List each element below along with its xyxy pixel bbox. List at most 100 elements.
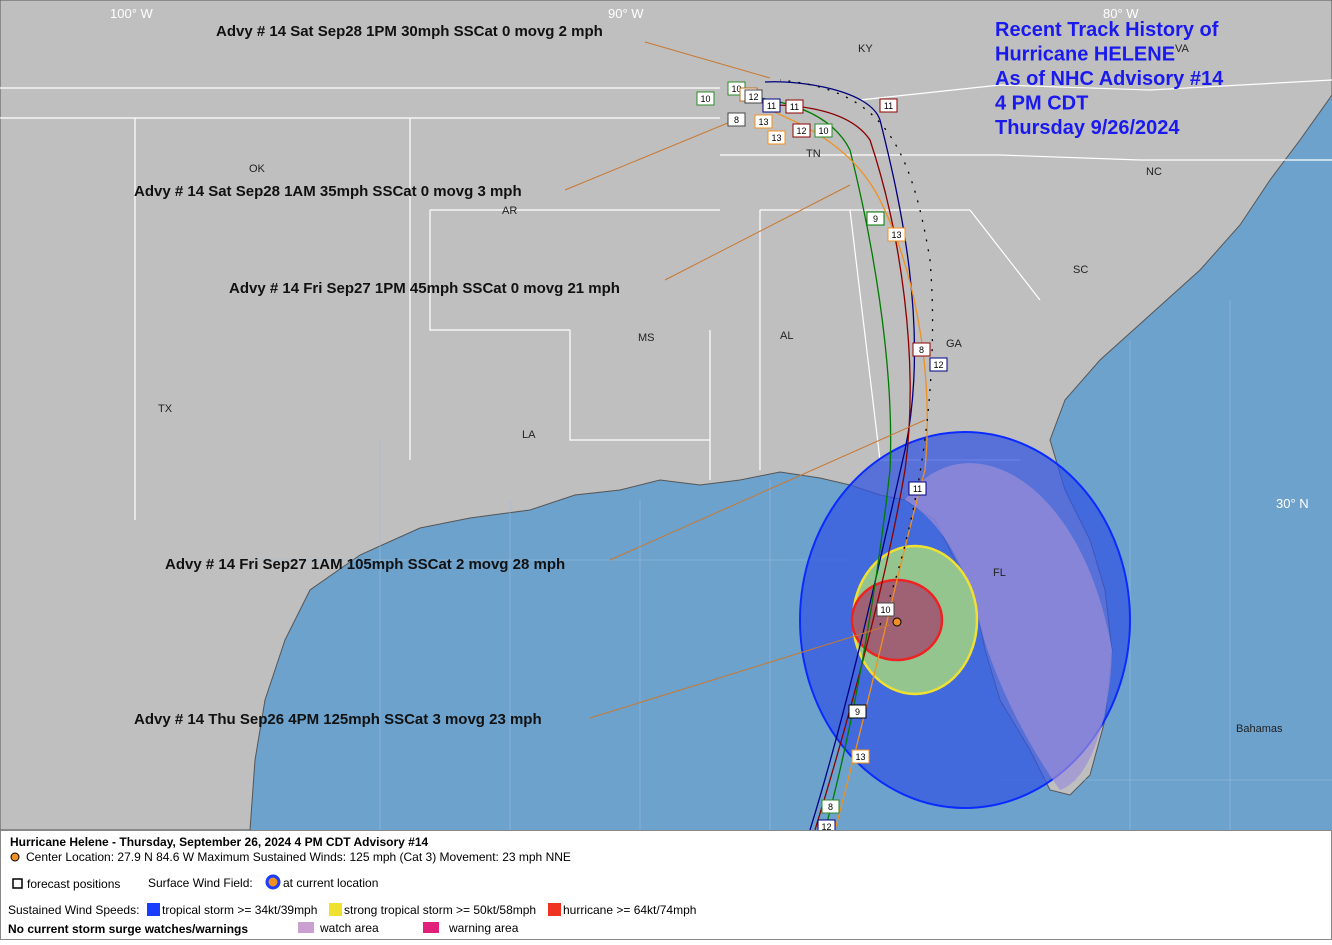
track-label: 10 bbox=[696, 91, 715, 106]
track-label: 8 bbox=[727, 112, 746, 127]
legend-panel bbox=[0, 830, 1332, 940]
track-label-text: 10 bbox=[700, 94, 710, 104]
advisory-annotation: Advy # 14 Fri Sep27 1AM 105mph SSCat 2 m… bbox=[165, 556, 565, 573]
track-label-box bbox=[851, 749, 870, 764]
advisory-annotation: Advy # 14 Fri Sep27 1PM 45mph SSCat 0 mo… bbox=[229, 280, 620, 297]
hu-swatch bbox=[548, 903, 561, 916]
track-label-box bbox=[821, 799, 840, 814]
track-label-box bbox=[814, 123, 833, 138]
track-label: 11 bbox=[908, 481, 927, 496]
track-label-box bbox=[727, 112, 746, 127]
legend-ts: tropical storm >= 34kt/39mph bbox=[162, 903, 317, 917]
track-label-text: 8 bbox=[734, 115, 739, 125]
track-label-box bbox=[908, 481, 927, 496]
place-label: LA bbox=[522, 429, 536, 441]
track-label-box bbox=[754, 114, 773, 129]
track-label-text: 9 bbox=[873, 214, 878, 224]
track-label: 11 bbox=[785, 99, 804, 114]
leader-lines bbox=[564, 41, 926, 719]
track-label-text: 8 bbox=[919, 345, 924, 355]
title-line: Thursday 9/26/2024 bbox=[995, 117, 1180, 139]
place-label: FL bbox=[993, 567, 1006, 579]
track-label-text: 11 bbox=[790, 102, 799, 112]
legend-sts: strong tropical storm >= 50kt/58mph bbox=[344, 903, 536, 917]
track-label: 12 bbox=[744, 89, 763, 104]
center-icon bbox=[10, 852, 20, 862]
track-label-text: 13 bbox=[891, 230, 901, 240]
track-label-text: 9 bbox=[855, 707, 860, 717]
track-label-box bbox=[848, 704, 867, 719]
track-label-box bbox=[792, 123, 811, 138]
track-label: 11 bbox=[879, 98, 898, 113]
title-line: Recent Track History of bbox=[995, 19, 1219, 41]
track-label-text: 13 bbox=[758, 117, 768, 127]
warning-swatch bbox=[423, 922, 439, 933]
place-label: TN bbox=[806, 148, 821, 160]
track-label: 13 bbox=[767, 130, 786, 145]
place-label: SC bbox=[1073, 264, 1088, 276]
place-label: KY bbox=[858, 43, 873, 55]
place-label: OK bbox=[249, 163, 266, 175]
title-line: As of NHC Advisory #14 bbox=[995, 68, 1224, 90]
track-label: 12 bbox=[792, 123, 811, 138]
track-label-box bbox=[887, 227, 906, 242]
forecast-icon bbox=[12, 878, 23, 889]
place-label: VA bbox=[1175, 43, 1190, 55]
track-label: 9 bbox=[866, 211, 885, 226]
track-label-box bbox=[929, 357, 948, 372]
track-label-text: 10 bbox=[731, 84, 741, 94]
track-label-text: 13 bbox=[771, 133, 781, 143]
title-line: Hurricane HELENE bbox=[995, 44, 1175, 66]
legend-heading: Hurricane Helene - Thursday, September 2… bbox=[10, 835, 428, 849]
track-label: 8 bbox=[912, 342, 931, 357]
watch-swatch bbox=[298, 922, 314, 933]
legend-watch: watch area bbox=[319, 921, 379, 935]
track-label-text: 13 bbox=[855, 752, 865, 762]
legend-surge: No current storm surge watches/warnings bbox=[8, 922, 248, 936]
legend-forecast: forecast positions bbox=[27, 877, 120, 891]
track-label: 13 bbox=[887, 227, 906, 242]
track-label-text: 10 bbox=[818, 126, 828, 136]
legend-speeds: Sustained Wind Speeds: bbox=[8, 903, 139, 917]
legend-center: Center Location: 27.9 N 84.6 W Maximum S… bbox=[26, 850, 571, 864]
ts-swatch bbox=[147, 903, 160, 916]
advisory-annotation: Advy # 14 Sat Sep28 1AM 35mph SSCat 0 mo… bbox=[134, 183, 522, 200]
grid-label: 80° W bbox=[1103, 6, 1139, 21]
track-label-box bbox=[744, 89, 763, 104]
track-label-text: 11 bbox=[767, 101, 776, 111]
track-label: 10 bbox=[876, 602, 895, 617]
track-label-box bbox=[912, 342, 931, 357]
legend-wind-field: Surface Wind Field: bbox=[148, 876, 253, 890]
track-label-text: 10 bbox=[880, 605, 890, 615]
track-label-text: 8 bbox=[828, 802, 833, 812]
track-label: 12 bbox=[817, 819, 836, 834]
legend-current: at current location bbox=[283, 876, 378, 890]
place-label: GA bbox=[946, 338, 963, 350]
track-label-text: 12 bbox=[933, 360, 943, 370]
legend-hu: hurricane >= 64kt/74mph bbox=[563, 903, 696, 917]
track-label-box bbox=[876, 602, 895, 617]
state-borders bbox=[0, 79, 1332, 520]
track-label-text: 11 bbox=[913, 484, 922, 494]
track-label: 13 bbox=[851, 749, 870, 764]
land-wind-overlap bbox=[905, 463, 1112, 790]
place-label: AL bbox=[780, 330, 793, 342]
track-label-text: 12 bbox=[796, 126, 806, 136]
track-label-text: 12 bbox=[821, 822, 831, 832]
legend-warning: warning area bbox=[448, 921, 519, 935]
track-label: 10 bbox=[814, 123, 833, 138]
track-label: 13 bbox=[754, 114, 773, 129]
place-label: AR bbox=[502, 205, 517, 217]
place-label: Bahamas bbox=[1236, 723, 1283, 735]
track-label: 12 bbox=[929, 357, 948, 372]
sts-swatch bbox=[329, 903, 342, 916]
track-label-box bbox=[785, 99, 804, 114]
place-label: MS bbox=[638, 332, 655, 344]
place-label: NC bbox=[1146, 166, 1162, 178]
track-label-box bbox=[696, 91, 715, 106]
advisory-annotation: Advy # 14 Thu Sep26 4PM 125mph SSCat 3 m… bbox=[134, 711, 542, 728]
wind-field-icon bbox=[265, 874, 281, 890]
track-label-box bbox=[762, 98, 781, 113]
track-label-box bbox=[767, 130, 786, 145]
track-label-text: 11 bbox=[884, 101, 893, 111]
